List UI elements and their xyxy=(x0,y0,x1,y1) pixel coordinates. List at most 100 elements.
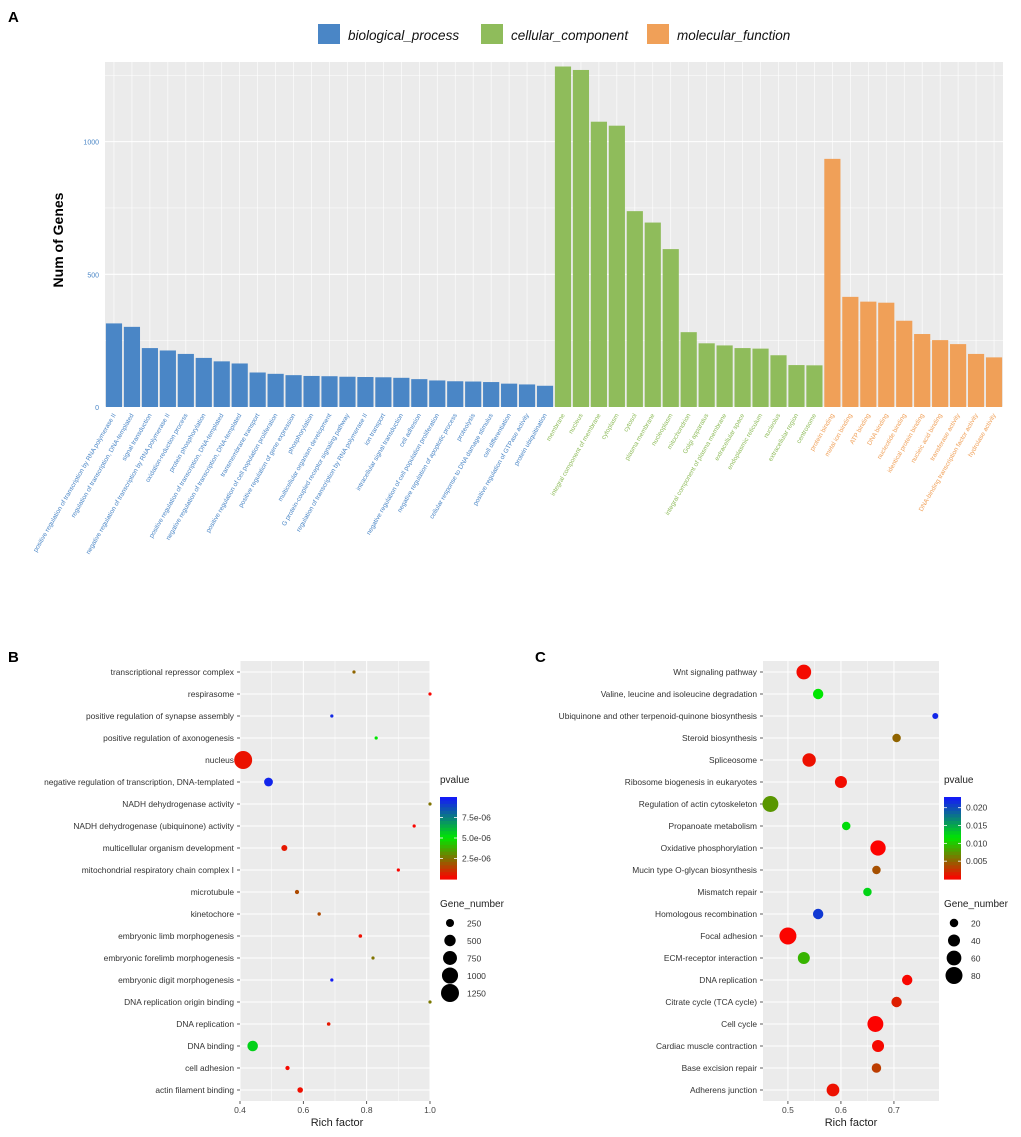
panel-a-legend: biological_process cellular_component mole… xyxy=(318,24,790,44)
point xyxy=(294,889,300,895)
gene-number-legend-label: 80 xyxy=(971,971,981,981)
point xyxy=(871,1063,882,1073)
gene-number-legend-dot xyxy=(441,984,459,1002)
gene-number-legend-dot xyxy=(444,934,456,947)
gene-number-legend-label: 40 xyxy=(971,936,981,946)
bar-bp xyxy=(231,363,248,407)
panel-b-x-tick-labels: 0.4 0.6 0.8 1.0 xyxy=(234,1101,436,1115)
bar-bp xyxy=(303,375,320,407)
y-tick-label: Homologous recombination xyxy=(655,909,757,919)
gene-number-legend-label: 60 xyxy=(971,954,981,964)
bar-bp xyxy=(411,379,428,407)
pvalue-gradient-segment xyxy=(944,817,961,822)
x-tick-label: 0.6 xyxy=(835,1105,847,1115)
point xyxy=(812,688,824,700)
point xyxy=(802,753,816,767)
y-tick-label: positive regulation of synapse assembly xyxy=(86,711,235,721)
gene-number-legend-dot xyxy=(443,951,457,965)
pvalue-gradient-segment xyxy=(944,800,961,805)
y-tick-label: actin filament binding xyxy=(155,1085,234,1095)
bar-mf xyxy=(842,296,859,407)
point xyxy=(872,1039,885,1053)
point xyxy=(812,908,824,920)
x-tick-label: membrane xyxy=(545,412,567,442)
legend-key-cc xyxy=(481,24,503,44)
x-tick-label: protein ubiquitination xyxy=(513,412,549,467)
pvalue-gradient-segment xyxy=(944,834,961,839)
pvalue-gradient-segment xyxy=(440,858,457,863)
panel-c-pvalue-legend: pvalue 0.005 0.010 0.015 0.020 xyxy=(944,775,988,880)
pvalue-gradient-segment xyxy=(944,861,961,866)
x-tick-label: G protein-coupled receptor signaling pat… xyxy=(281,412,352,528)
pvalue-gradient-segment xyxy=(440,827,457,832)
gene-number-legend-dot xyxy=(945,967,963,984)
pvalue-gradient-segment xyxy=(440,875,457,880)
pvalue-gradient-segment xyxy=(944,868,961,873)
pvalue-gradient-segment xyxy=(944,872,961,877)
bar-cc xyxy=(716,345,733,407)
point xyxy=(796,664,812,680)
gene-number-legend-label: 500 xyxy=(467,936,481,946)
bar-bp xyxy=(357,377,374,407)
y-tick-label: Mucin type O-glycan biosynthesis xyxy=(632,865,757,875)
point xyxy=(412,824,416,828)
bar-mf xyxy=(967,353,985,407)
pvalue-gradient-segment xyxy=(440,851,457,856)
gene-number-legend-title: Gene_number xyxy=(944,899,1009,910)
bar-mf xyxy=(914,334,931,407)
x-tick-label: 0.6 xyxy=(297,1105,309,1115)
gene-number-legend-label: 20 xyxy=(971,919,981,929)
gene-number-legend-dot xyxy=(441,967,459,984)
pvalue-gradient-segment xyxy=(944,851,961,856)
panel-c-gridlines xyxy=(763,661,939,1101)
x-tick-label: 0.5 xyxy=(782,1105,794,1115)
y-tick-label: Citrate cycle (TCA cycle) xyxy=(665,997,757,1007)
x-tick-label: endoplasmic reticulum xyxy=(726,413,764,472)
bar-cc xyxy=(644,222,661,407)
pvalue-gradient-segment xyxy=(440,810,457,815)
bar-bp xyxy=(447,381,464,407)
panel-a-x-tick-labels: positive regulation of transcription by … xyxy=(32,412,998,556)
gene-number-legend-label: 1250 xyxy=(467,989,486,999)
point xyxy=(285,1065,290,1071)
point xyxy=(326,1022,331,1026)
pvalue-gradient-segment xyxy=(440,803,457,808)
bar-mf xyxy=(932,340,949,407)
pvalue-legend-title: pvalue xyxy=(440,775,470,786)
legend-key-mf xyxy=(647,24,669,44)
x-tick-label: nucleolus xyxy=(763,413,783,440)
point xyxy=(867,1016,884,1032)
panel-b-pvalue-legend: pvalue 2.5e-06 5.0e-06 7.5e-06 xyxy=(440,775,491,880)
pvalue-tick-label: 0.010 xyxy=(966,838,988,848)
pvalue-gradient-segment xyxy=(944,827,961,832)
bar-bp xyxy=(195,357,212,407)
bar-bp xyxy=(501,383,518,407)
pvalue-gradient-segment xyxy=(944,838,961,843)
x-tick-label: nucleus xyxy=(568,413,585,436)
point xyxy=(872,865,881,875)
y-tick-label: transcriptional repressor complex xyxy=(111,667,235,677)
bar-cc xyxy=(590,121,607,407)
point xyxy=(891,996,902,1008)
panel-a-bars xyxy=(105,66,1003,407)
bar-cc xyxy=(770,355,787,407)
pvalue-tick-label: 2.5e-06 xyxy=(462,854,491,864)
x-tick-label: cytosol xyxy=(623,413,639,434)
x-tick-label: 1.0 xyxy=(424,1105,436,1115)
pvalue-tick-label: 7.5e-06 xyxy=(462,813,491,823)
pvalue-gradient-segment xyxy=(440,817,457,822)
y-tick-label: Regulation of actin cytoskeleton xyxy=(639,799,758,809)
point xyxy=(428,692,432,696)
bar-bp xyxy=(429,380,446,407)
y-tick-label: mitochondrial respiratory chain complex … xyxy=(82,865,234,875)
y-tick-label: Wnt signaling pathway xyxy=(673,667,758,677)
point xyxy=(371,956,375,960)
bar-bp xyxy=(141,348,158,407)
pvalue-gradient-segment xyxy=(944,824,961,829)
y-tick-label: DNA replication xyxy=(699,975,757,985)
y-tick-label: embryonic limb morphogenesis xyxy=(118,931,234,941)
bar-bp xyxy=(285,375,302,407)
point xyxy=(264,777,273,787)
gene-number-legend-title: Gene_number xyxy=(440,899,505,910)
